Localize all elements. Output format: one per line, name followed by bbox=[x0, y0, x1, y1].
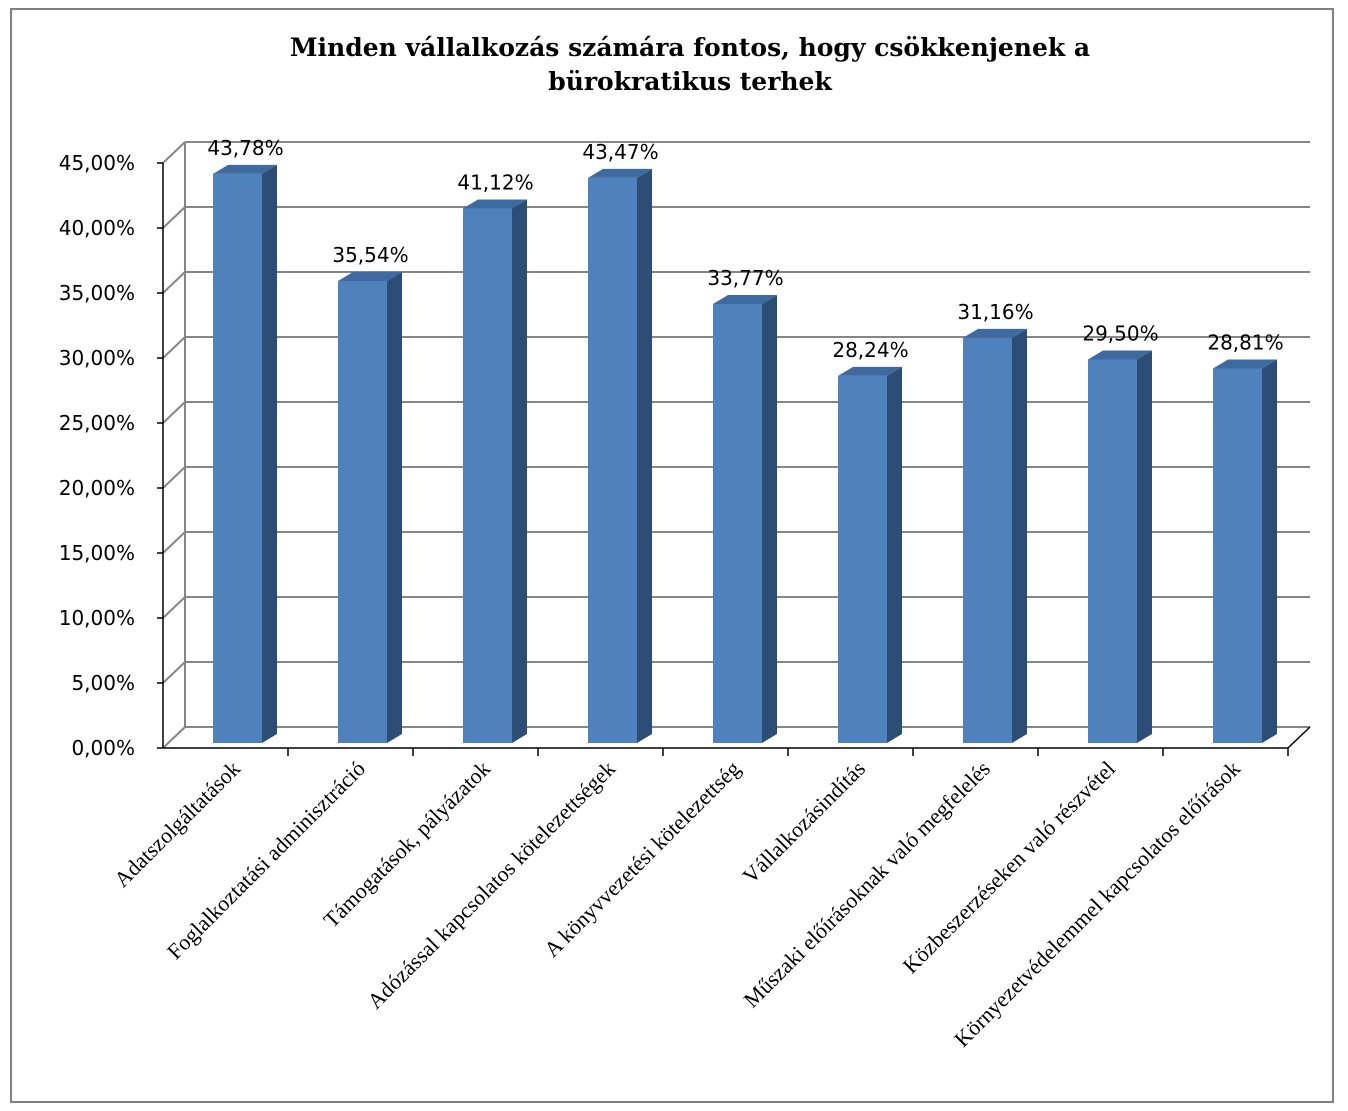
side-gridline bbox=[162, 206, 186, 229]
bar bbox=[213, 173, 262, 744]
bar bbox=[1088, 359, 1137, 743]
side-gridline bbox=[162, 141, 186, 164]
category-label: Környezetvédelemmel kapcsolatos előíráso… bbox=[949, 756, 1245, 1052]
y-tick-label: 40,00% bbox=[59, 216, 135, 240]
category-label: Közbeszerzéseken való részvétel bbox=[898, 756, 1120, 978]
side-gridline bbox=[162, 726, 186, 749]
y-tick-label: 10,00% bbox=[59, 606, 135, 630]
floor-right-edge bbox=[1287, 726, 1311, 749]
category-label: Adózással kapcsolatos kötelezettségek bbox=[362, 756, 620, 1014]
bar bbox=[463, 208, 512, 743]
bar-side bbox=[387, 271, 402, 743]
bar-side bbox=[1137, 350, 1152, 743]
bar-top bbox=[963, 328, 1027, 338]
bar bbox=[963, 337, 1012, 743]
category-label: Vállalkozásindítás bbox=[737, 756, 870, 889]
data-label: 28,24% bbox=[832, 338, 908, 362]
y-tick-label: 0,00% bbox=[71, 736, 135, 760]
bar-side bbox=[1012, 328, 1027, 743]
bar bbox=[338, 280, 387, 743]
category-label: Adatszolgáltatások bbox=[109, 756, 245, 892]
category-label: Foglalkoztatási adminisztráció bbox=[162, 756, 370, 964]
bar bbox=[838, 375, 887, 743]
side-gridline bbox=[162, 336, 186, 359]
bar-top bbox=[213, 164, 277, 174]
bar-side bbox=[762, 294, 777, 743]
bar-top bbox=[1088, 350, 1152, 360]
category-label: A könyvvezetési kötelezettség bbox=[539, 756, 745, 962]
side-gridline bbox=[162, 596, 186, 619]
side-gridline bbox=[162, 661, 186, 684]
bar-top bbox=[713, 294, 777, 304]
side-gridline bbox=[162, 531, 186, 554]
bar bbox=[588, 177, 637, 743]
bar-top bbox=[463, 199, 527, 209]
bar-top bbox=[1213, 359, 1277, 369]
bar-side bbox=[637, 168, 652, 743]
data-label: 43,78% bbox=[207, 136, 283, 160]
data-label: 28,81% bbox=[1207, 330, 1283, 354]
data-label: 29,50% bbox=[1082, 322, 1158, 346]
bar bbox=[713, 303, 762, 743]
y-tick-label: 25,00% bbox=[59, 411, 135, 435]
y-tick-label: 5,00% bbox=[71, 671, 135, 695]
bar bbox=[1213, 368, 1262, 743]
data-label: 31,16% bbox=[957, 300, 1033, 324]
y-tick-label: 45,00% bbox=[59, 151, 135, 175]
bars bbox=[213, 164, 1277, 744]
y-tick-label: 35,00% bbox=[59, 281, 135, 305]
bar-side bbox=[887, 366, 902, 743]
y-tick-label: 15,00% bbox=[59, 541, 135, 565]
bar-side bbox=[262, 164, 277, 744]
data-label: 43,47% bbox=[582, 140, 658, 164]
chart-title-line-2: bürokratikus terhek bbox=[548, 67, 832, 96]
side-gridline bbox=[162, 466, 186, 489]
category-label: Műszaki előírásoknak való megfelelés bbox=[738, 756, 995, 1013]
side-gridline bbox=[162, 271, 186, 294]
data-label: 41,12% bbox=[457, 170, 533, 194]
bar-top bbox=[338, 271, 402, 281]
bar-top bbox=[838, 366, 902, 376]
bar-top bbox=[588, 168, 652, 178]
y-tick-label: 20,00% bbox=[59, 476, 135, 500]
chart-title: Minden vállalkozás számára fontos, hogy … bbox=[290, 33, 1090, 96]
bar-side bbox=[1262, 359, 1277, 743]
data-label: 35,54% bbox=[332, 243, 408, 267]
axes: 0,00% 5,00% 10,00% 15,00% 20,00% 25,00% 30,00%… bbox=[59, 151, 1311, 760]
chart-title-line-1: Minden vállalkozás számára fontos, hogy … bbox=[290, 33, 1090, 62]
data-label: 33,77% bbox=[707, 266, 783, 290]
data-labels: 43,78% 35,54% 41,12% 43,47% 33,77% 28,24% 31,1… bbox=[207, 136, 1283, 362]
side-gridline bbox=[162, 401, 186, 424]
bar-side bbox=[512, 199, 527, 743]
y-tick-label: 30,00% bbox=[59, 346, 135, 370]
